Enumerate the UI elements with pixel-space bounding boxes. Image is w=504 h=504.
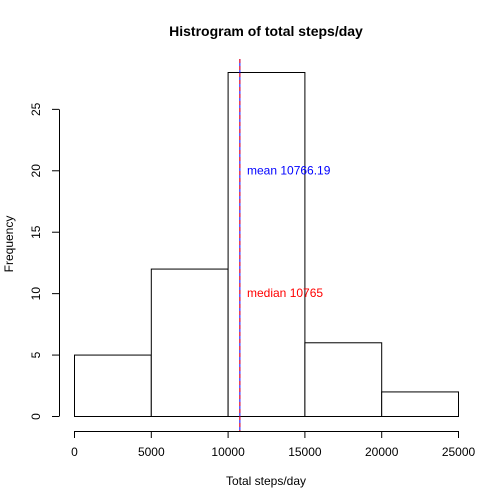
- reference-lines: mean 10766.19 median 10765: [239, 59, 331, 431]
- y-tick-label-3: 15: [29, 225, 43, 239]
- y-tick-label-1: 5: [29, 351, 43, 358]
- histogram-bar-0: [74, 354, 152, 418]
- y-tick-label-4: 20: [29, 164, 43, 178]
- x-tick-label-2: 10000: [211, 445, 245, 459]
- y-axis-label: Frequency: [2, 216, 16, 273]
- median-label: median 10765: [247, 286, 323, 300]
- x-tick-label-1: 5000: [138, 445, 165, 459]
- histogram-bars: [74, 72, 460, 418]
- histogram-bar-2: [227, 72, 306, 417]
- histogram-bar-4: [381, 391, 460, 417]
- x-tick-label-5: 25000: [442, 445, 476, 459]
- mean-label: mean 10766.19: [247, 163, 331, 177]
- histogram-bar-3: [304, 342, 383, 417]
- histogram-bar-1: [150, 268, 229, 418]
- y-tick-label-5: 25: [29, 102, 43, 116]
- x-axis-label: Total steps/day: [226, 474, 306, 488]
- x-tick-label-3: 15000: [288, 445, 322, 459]
- y-axis: 0 5 10 15 20 25: [29, 102, 60, 420]
- x-axis: 0 5000 10000 15000 20000 25000: [71, 431, 476, 459]
- x-tick-label-0: 0: [71, 445, 78, 459]
- y-tick-label-2: 10: [29, 287, 43, 301]
- y-tick-label-0: 0: [29, 413, 43, 420]
- x-tick-label-4: 20000: [365, 445, 399, 459]
- chart-title: Histrogram of total steps/day: [169, 23, 363, 39]
